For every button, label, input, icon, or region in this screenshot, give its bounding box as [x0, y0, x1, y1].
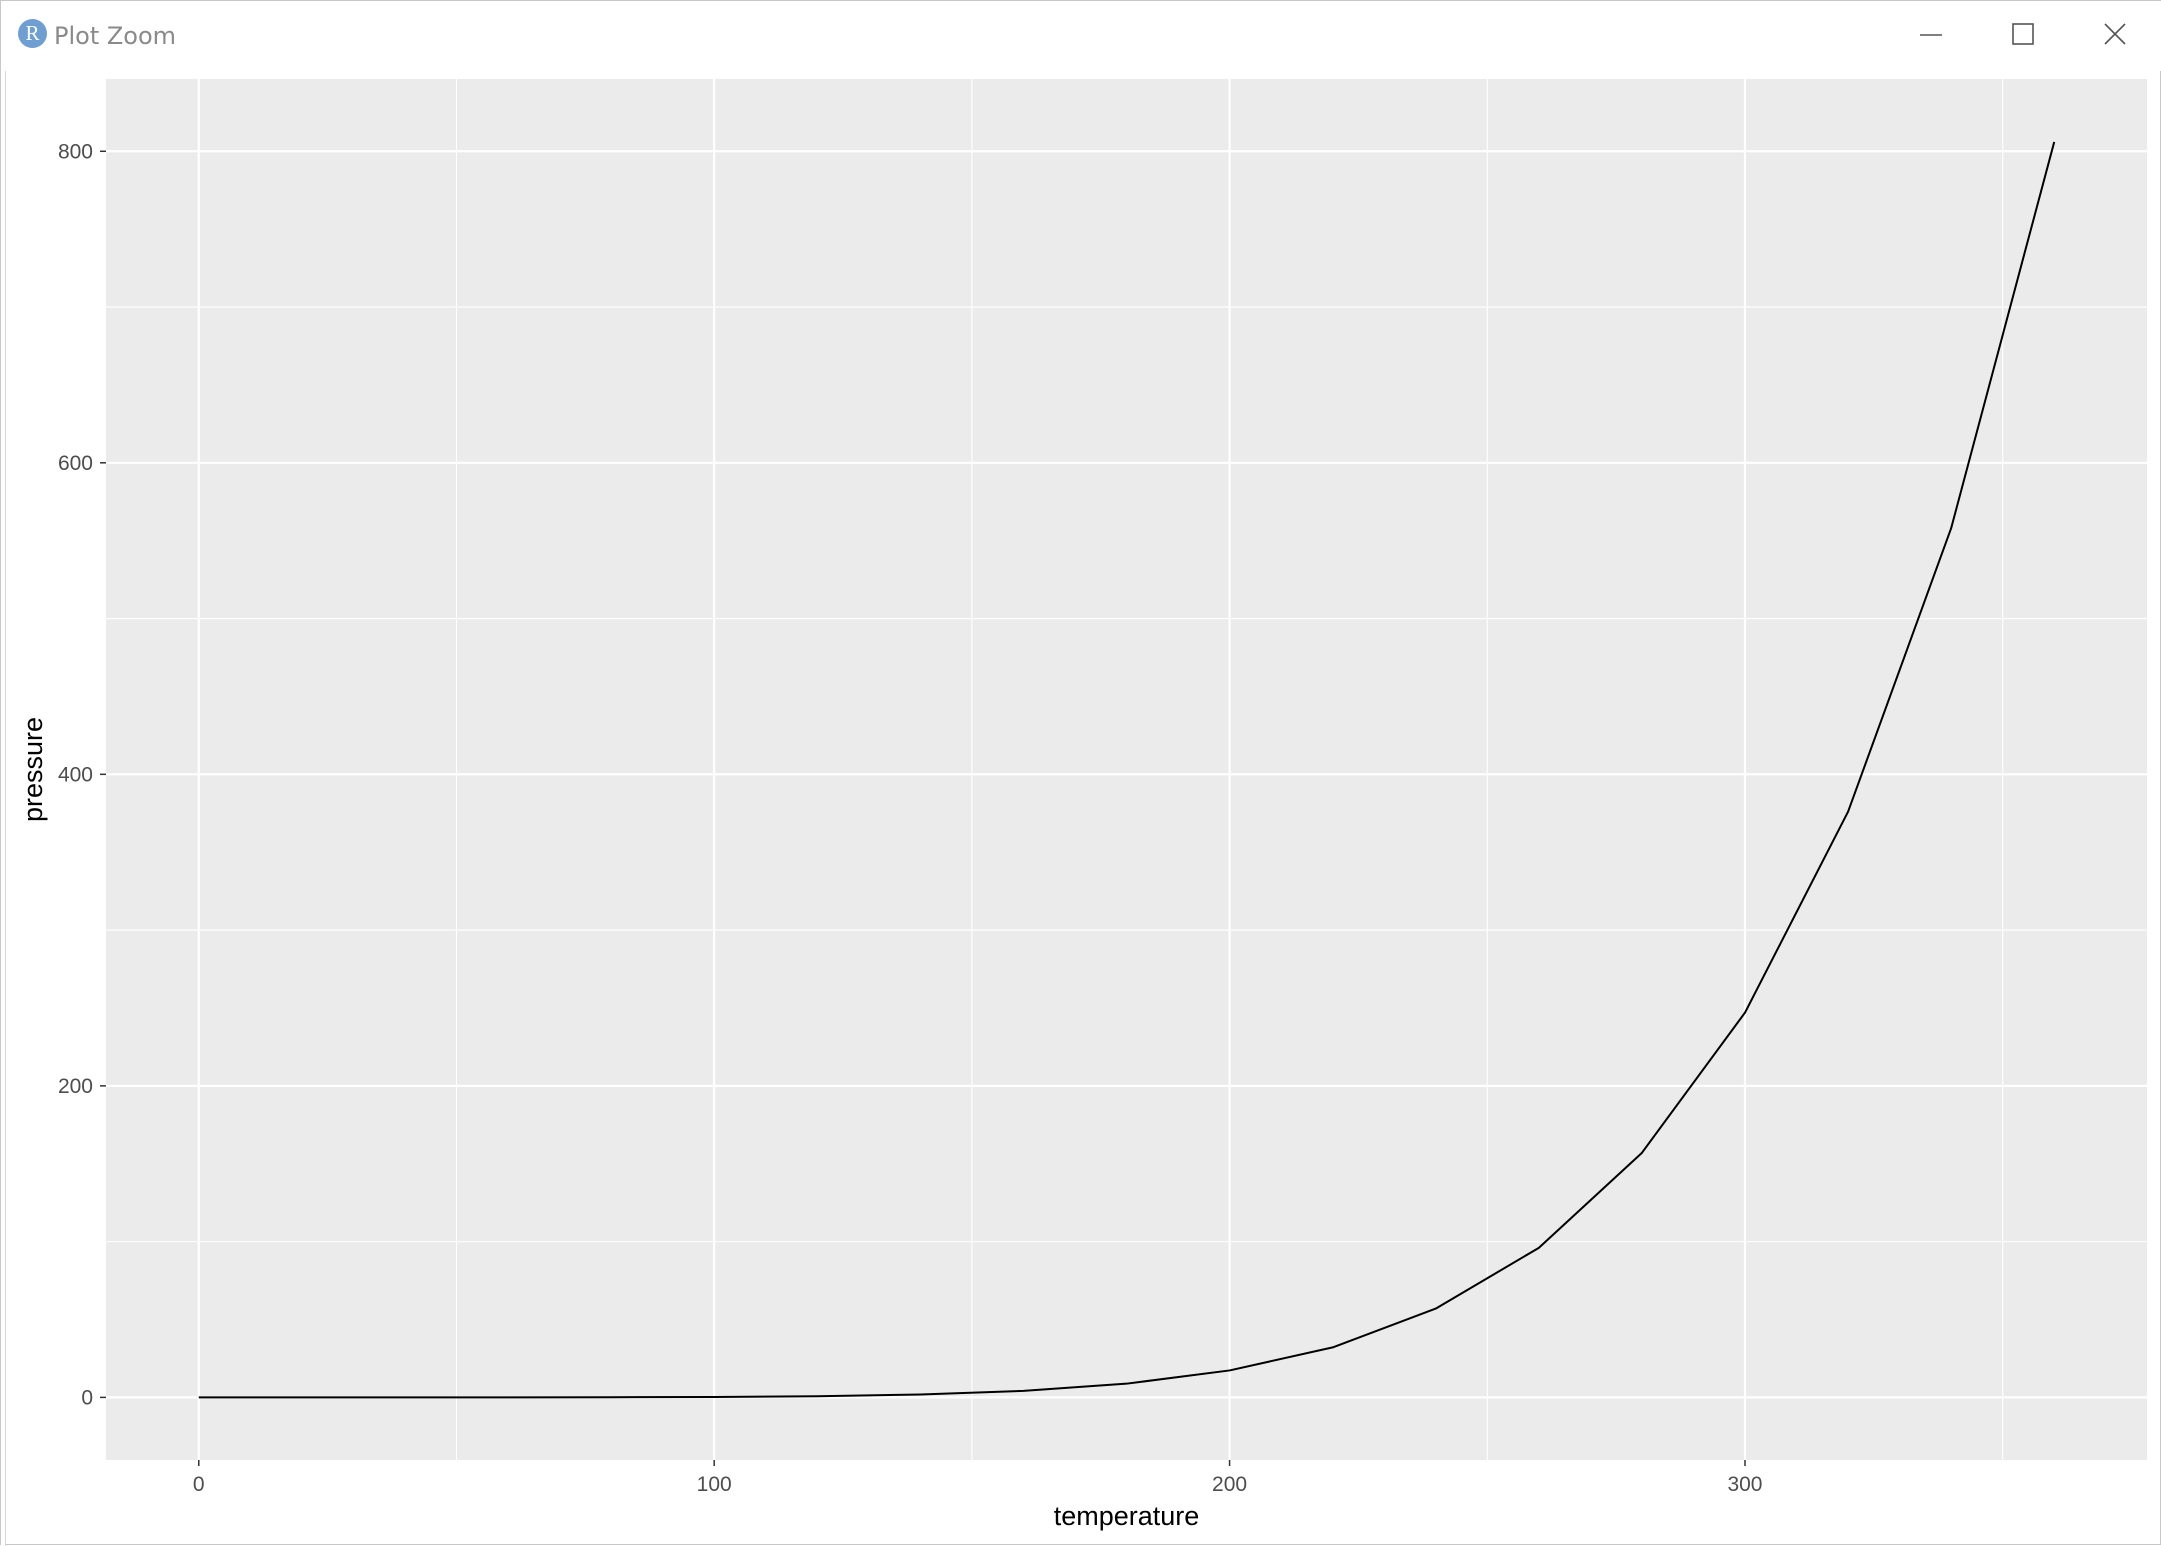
window-title: Plot Zoom [54, 22, 177, 50]
close-icon [2104, 23, 2126, 45]
minor-grid-lines [106, 79, 2147, 1460]
y-tick-label: 600 [58, 452, 93, 475]
close-button[interactable] [2080, 9, 2150, 61]
pressure-series-line [198, 141, 2056, 1399]
x-axis-title: temperature [1054, 1501, 1200, 1531]
major-grid-lines [106, 79, 2147, 1460]
y-tick-label: 200 [58, 1075, 93, 1098]
y-tick-label: 400 [58, 763, 93, 786]
x-tick-label: 300 [1727, 1473, 1762, 1496]
minimize-button[interactable] [1896, 9, 1966, 61]
x-tick-label: 200 [1212, 1473, 1247, 1496]
x-tick-label: 100 [697, 1473, 732, 1496]
y-tick-label: 800 [58, 140, 93, 163]
title-bar[interactable]: R Plot Zoom [1, 1, 2161, 71]
x-tick-label: 0 [193, 1473, 205, 1496]
plot-panel [106, 79, 2147, 1460]
y-axis: 0 200 400 600 800 [58, 140, 106, 1409]
maximize-icon [2012, 23, 2034, 45]
y-axis-title: pressure [18, 717, 48, 822]
y-tick-label: 0 [81, 1386, 93, 1409]
minimize-icon [1920, 34, 1942, 36]
x-axis: 0 100 200 300 [193, 1460, 1763, 1496]
window-left-edge [1, 41, 6, 1546]
r-app-icon: R [18, 19, 47, 48]
maximize-button[interactable] [1988, 9, 2058, 61]
